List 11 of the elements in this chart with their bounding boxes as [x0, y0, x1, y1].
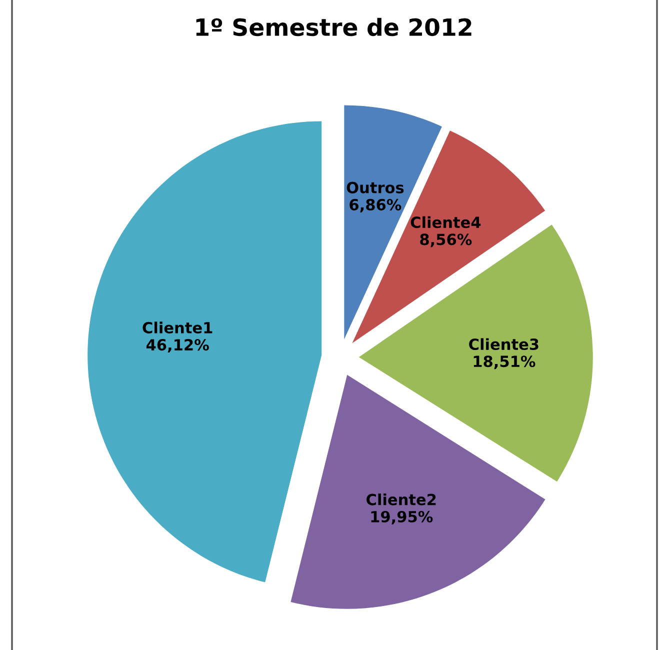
data-label: 19,95%: [371, 510, 433, 524]
data-label: 8,56%: [420, 234, 472, 248]
data-label: 6,86%: [350, 198, 402, 212]
data-label: 46,12%: [146, 339, 209, 353]
slice-label: Cliente3: [469, 338, 538, 350]
data-label: 18,51%: [474, 356, 536, 370]
slice-label: Cliente1: [142, 322, 212, 334]
chart-title: 1º Semestre de 2012: [196, 18, 472, 36]
slice-label: Outros: [346, 182, 404, 194]
slice-label: Cliente2: [366, 493, 436, 506]
slice-label: Cliente4: [410, 216, 481, 228]
